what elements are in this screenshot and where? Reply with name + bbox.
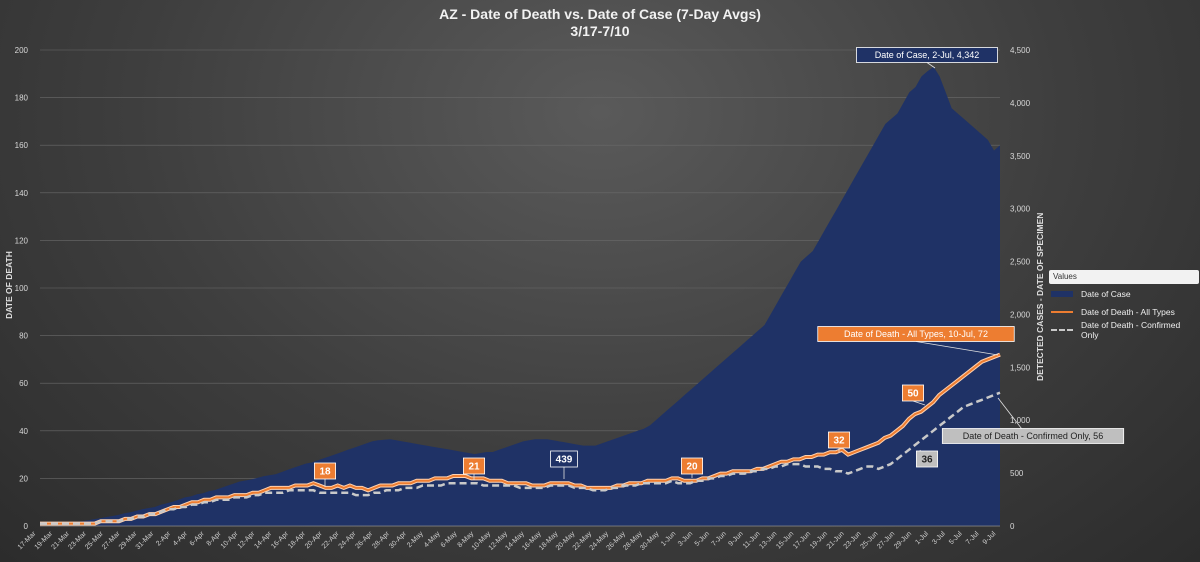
y-right-tick-label: 2,500 [1010, 258, 1031, 267]
y-left-tick-label: 60 [19, 379, 28, 388]
x-tick-label: 25-Jun [859, 530, 879, 550]
annotation-box [902, 384, 925, 402]
data-label: 20 [686, 462, 698, 473]
data-label: 21 [468, 462, 480, 473]
x-tick-label: 20-Apr [304, 530, 324, 550]
y-right-tick-label: 3,000 [1010, 205, 1031, 214]
x-tick-label: 6-May [440, 530, 459, 549]
y-left-tick-label: 0 [24, 522, 29, 531]
legend-title: Values [1049, 270, 1199, 284]
y-left-tick-label: 100 [15, 284, 29, 293]
x-tick-label: 4-Apr [172, 530, 190, 548]
legend-label: Date of Death - All Types [1081, 307, 1175, 317]
x-tick-label: 1-Jun [660, 530, 677, 547]
x-tick-label: 30-May [639, 530, 661, 552]
x-tick-label: 2-May [406, 530, 425, 549]
y-right-tick-label: 2,000 [1010, 310, 1031, 319]
legend-swatch-dashed-line [1049, 325, 1075, 335]
x-tick-label: 2-Apr [155, 530, 173, 548]
x-tick-label: 24-Apr [338, 530, 358, 550]
x-tick-label: 12-Apr [237, 530, 257, 550]
chart-subtitle: 3/17-7/10 [570, 23, 630, 39]
y-right-tick-label: 0 [1010, 522, 1015, 531]
y-left-tick-label: 20 [19, 474, 28, 483]
data-label: 36 [921, 455, 933, 466]
data-label: Date of Death - Confirmed Only, 56 [963, 431, 1103, 441]
legend-label: Date of Death - Confirmed Only [1081, 320, 1181, 340]
annotation-box [313, 462, 336, 480]
annotation-box [550, 450, 578, 468]
x-tick-label: 17-Jun [792, 530, 812, 550]
y-right-tick-label: 4,000 [1010, 99, 1031, 108]
legend-item-date-of-case[interactable]: Date of Case [1049, 286, 1199, 302]
x-tick-label: 30-Apr [388, 530, 408, 550]
y-left-tick-label: 120 [15, 236, 29, 245]
series-area-date-of-case [40, 66, 1000, 526]
x-tick-label: 3-Jun [677, 530, 694, 547]
series-line-death-all-types [40, 353, 1001, 525]
legend-swatch-line [1049, 307, 1075, 317]
series-line-death-confirmed [40, 391, 1001, 525]
x-tick-label: 21-Jun [826, 530, 846, 550]
x-tick-label: 5-Jun [694, 530, 711, 547]
x-tick-label: 1-Jul [914, 530, 930, 546]
x-tick-label: 4-May [423, 530, 442, 549]
legend-item-death-confirmed[interactable]: Date of Death - Confirmed Only [1049, 320, 1199, 340]
y-right-tick-label: 4,500 [1010, 46, 1031, 55]
x-tick-label: 6-Apr [189, 530, 207, 548]
x-tick-label: 28-Apr [371, 530, 391, 550]
x-tick-label: 15-Jun [775, 530, 795, 550]
x-tick-label: 10-Apr [220, 530, 240, 550]
data-label: 32 [833, 436, 845, 447]
x-tick-label: 22-Apr [321, 530, 341, 550]
data-label: Date of Case, 2-Jul, 4,342 [875, 50, 980, 60]
legend-item-death-all-types[interactable]: Date of Death - All Types [1049, 304, 1199, 320]
x-tick-label: 29-Jun [893, 530, 913, 550]
y-left-tick-label: 180 [15, 94, 29, 103]
annotation-box [817, 326, 1015, 342]
annotation-leader [912, 400, 926, 406]
x-tick-label: 5-Jul [948, 530, 964, 546]
x-tick-label: 9-Jul [982, 530, 998, 546]
annotation-box [941, 428, 1125, 444]
y-right-tick-label: 3,500 [1010, 152, 1031, 161]
y-left-tick-label: 200 [15, 46, 29, 55]
x-tick-label: 31-Mar [135, 530, 156, 551]
y-right-tick-label: 1,500 [1010, 363, 1031, 372]
annotation-leader [926, 62, 936, 69]
x-tick-label: 3-Jul [931, 530, 947, 546]
x-tick-label: 23-Jun [843, 530, 863, 550]
chart-title: AZ - Date of Death vs. Date of Case (7-D… [439, 6, 761, 22]
annotation-box [828, 431, 851, 449]
y-right-tick-label: 500 [1010, 469, 1024, 478]
annotation-box [462, 457, 485, 475]
y-right-tick-label: 1,000 [1010, 416, 1031, 425]
annotation-leader [915, 341, 999, 356]
data-label: Date of Death - All Types, 10-Jul, 72 [844, 329, 988, 339]
y-left-tick-label: 140 [15, 189, 29, 198]
x-tick-label: 13-Jun [758, 530, 778, 550]
x-tick-label: 27-Jun [876, 530, 896, 550]
x-tick-label: 19-Jun [809, 530, 829, 550]
x-tick-label: 16-Apr [270, 530, 290, 550]
data-label: 18 [319, 467, 331, 478]
annotation-box [856, 47, 998, 63]
annotation-box [916, 450, 939, 468]
x-tick-label: 18-Apr [287, 530, 307, 550]
x-tick-label: 7-Jun [711, 530, 728, 547]
x-tick-label: 14-Apr [253, 530, 273, 550]
x-tick-label: 7-Jul [965, 530, 981, 546]
x-tick-label: 26-Apr [354, 530, 374, 550]
y-left-tick-label: 160 [15, 141, 29, 150]
y-left-tick-label: 80 [19, 332, 28, 341]
legend-swatch-area [1049, 289, 1075, 299]
legend: Values Date of Case Date of Death - All … [1049, 270, 1199, 340]
data-label: 439 [556, 455, 573, 466]
legend-label: Date of Case [1081, 289, 1131, 299]
data-label: 50 [907, 389, 919, 400]
y-left-tick-label: 40 [19, 427, 28, 436]
annotation-box [681, 457, 704, 475]
